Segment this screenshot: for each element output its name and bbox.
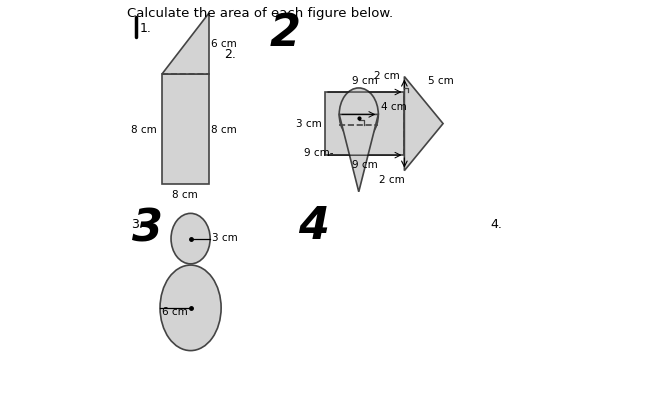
Text: 4 cm: 4 cm [381,102,407,112]
Text: 8 cm: 8 cm [173,189,198,199]
Text: 2 cm: 2 cm [374,71,400,81]
Polygon shape [325,93,404,156]
Polygon shape [162,74,209,184]
Text: 5 cm: 5 cm [428,76,454,86]
Polygon shape [404,77,443,171]
Text: 2.: 2. [224,48,236,61]
Text: 9 cm: 9 cm [352,160,378,170]
Polygon shape [339,115,378,192]
Text: 2: 2 [270,11,301,54]
Text: 3: 3 [131,207,163,249]
Text: 6 cm: 6 cm [162,306,188,316]
Text: 1.: 1. [140,22,152,35]
Text: 6 cm: 6 cm [211,39,237,49]
Ellipse shape [171,214,210,264]
Text: Calculate the area of each figure below.: Calculate the area of each figure below. [128,7,394,20]
Text: 3 cm: 3 cm [212,232,238,242]
Text: 4: 4 [298,204,330,247]
Text: 4.: 4. [490,218,502,230]
Text: 8 cm: 8 cm [131,124,157,134]
Ellipse shape [339,89,378,142]
Text: 2 cm: 2 cm [379,175,405,184]
Text: 3 cm: 3 cm [296,119,322,129]
Text: 3.: 3. [131,218,143,230]
Polygon shape [162,13,209,74]
Text: 9 cm-: 9 cm- [304,148,334,157]
Text: 8 cm: 8 cm [211,124,237,134]
Ellipse shape [160,265,221,351]
Text: 9 cm: 9 cm [352,76,378,86]
